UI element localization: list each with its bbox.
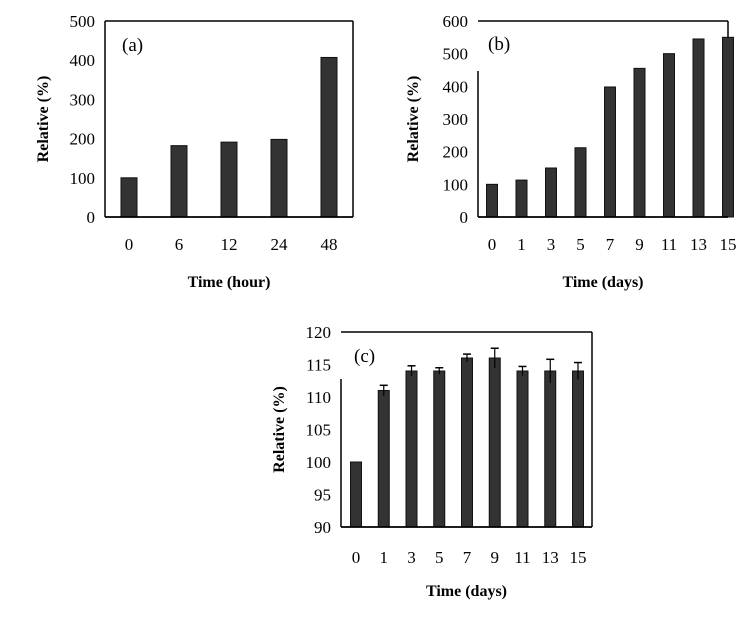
x-tick-label: 5 <box>435 548 444 567</box>
bar-48 <box>320 56 338 218</box>
bar-7 <box>604 86 616 218</box>
bar-9 <box>488 357 501 528</box>
bar-3 <box>405 370 418 528</box>
bar-1 <box>515 179 528 218</box>
panel-label: (a) <box>122 35 143 56</box>
y-tick-label: 105 <box>306 421 332 440</box>
y-tick-label: 200 <box>70 130 96 149</box>
x-tick-label: 1 <box>517 235 526 254</box>
y-tick-label: 400 <box>70 51 96 70</box>
x-tick-label: 3 <box>407 548 416 567</box>
x-tick-label: 12 <box>221 235 238 254</box>
x-tick-label: 9 <box>491 548 500 567</box>
y-tick-label: 100 <box>306 453 332 472</box>
panel-label: (c) <box>354 346 375 367</box>
bar-24 <box>270 138 288 218</box>
chart-panel-a: 0 100 200 300 400 500 0 6 12 24 48 Time (hour) Relat… <box>35 12 354 291</box>
bar-11 <box>516 370 529 528</box>
x-tick-label: 6 <box>175 235 184 254</box>
x-axis-label: Time (days) <box>562 274 643 291</box>
bar-13 <box>544 370 557 528</box>
y-tick-label: 300 <box>70 90 96 109</box>
y-tick-label: 200 <box>443 143 469 162</box>
x-axis-label: Time (days) <box>426 583 507 600</box>
bar-0 <box>350 461 362 528</box>
x-tick-label: 15 <box>570 548 587 567</box>
x-tick-label: 5 <box>576 235 585 254</box>
x-tick-label: 48 <box>321 235 338 254</box>
y-tick-label: 100 <box>70 169 96 188</box>
x-tick-label: 7 <box>606 235 615 254</box>
y-tick-label: 0 <box>87 208 96 227</box>
bar-9 <box>633 67 646 218</box>
y-tick-label: 115 <box>306 356 331 375</box>
x-tick-label: 24 <box>271 235 289 254</box>
x-axis-label: Time (hour) <box>188 274 271 291</box>
y-tick-label: 300 <box>443 110 469 129</box>
bar-15 <box>572 370 584 528</box>
panel-label: (b) <box>488 34 510 55</box>
y-tick-label: 0 <box>460 208 469 227</box>
y-tick-label: 400 <box>443 77 469 96</box>
y-axis-label: Relative (%) <box>405 76 422 163</box>
bar-1 <box>377 390 390 528</box>
y-tick-label: 90 <box>314 518 331 537</box>
bar-7 <box>461 357 473 528</box>
bar-0 <box>120 177 138 218</box>
y-tick-label: 500 <box>443 45 469 64</box>
bar-15 <box>722 36 734 218</box>
bar-13 <box>692 38 705 218</box>
bar-0 <box>486 183 498 218</box>
bar-11 <box>663 53 675 218</box>
x-tick-label: 7 <box>463 548 472 567</box>
x-tick-label: 3 <box>547 235 556 254</box>
x-tick-label: 11 <box>661 235 677 254</box>
bar-5 <box>433 370 446 528</box>
x-tick-label: 0 <box>352 548 361 567</box>
y-tick-label: 100 <box>443 175 469 194</box>
y-tick-label: 120 <box>306 323 332 342</box>
x-tick-label: 13 <box>690 235 707 254</box>
x-tick-label: 0 <box>488 235 497 254</box>
bar-6 <box>170 145 188 218</box>
x-tick-label: 1 <box>380 548 389 567</box>
bar-5 <box>574 147 587 218</box>
y-tick-label: 110 <box>306 388 331 407</box>
bar-3 <box>545 167 557 218</box>
bar-12 <box>220 141 238 218</box>
y-tick-label: 95 <box>314 486 331 505</box>
x-tick-label: 13 <box>542 548 559 567</box>
y-tick-label: 500 <box>70 12 96 31</box>
x-tick-label: 9 <box>635 235 644 254</box>
x-tick-label: 0 <box>125 235 134 254</box>
x-tick-label: 15 <box>720 235 737 254</box>
y-axis-label: Relative (%) <box>271 386 288 473</box>
y-axis-label: Relative (%) <box>35 76 52 163</box>
x-tick-label: 11 <box>514 548 530 567</box>
y-tick-label: 600 <box>443 12 469 31</box>
